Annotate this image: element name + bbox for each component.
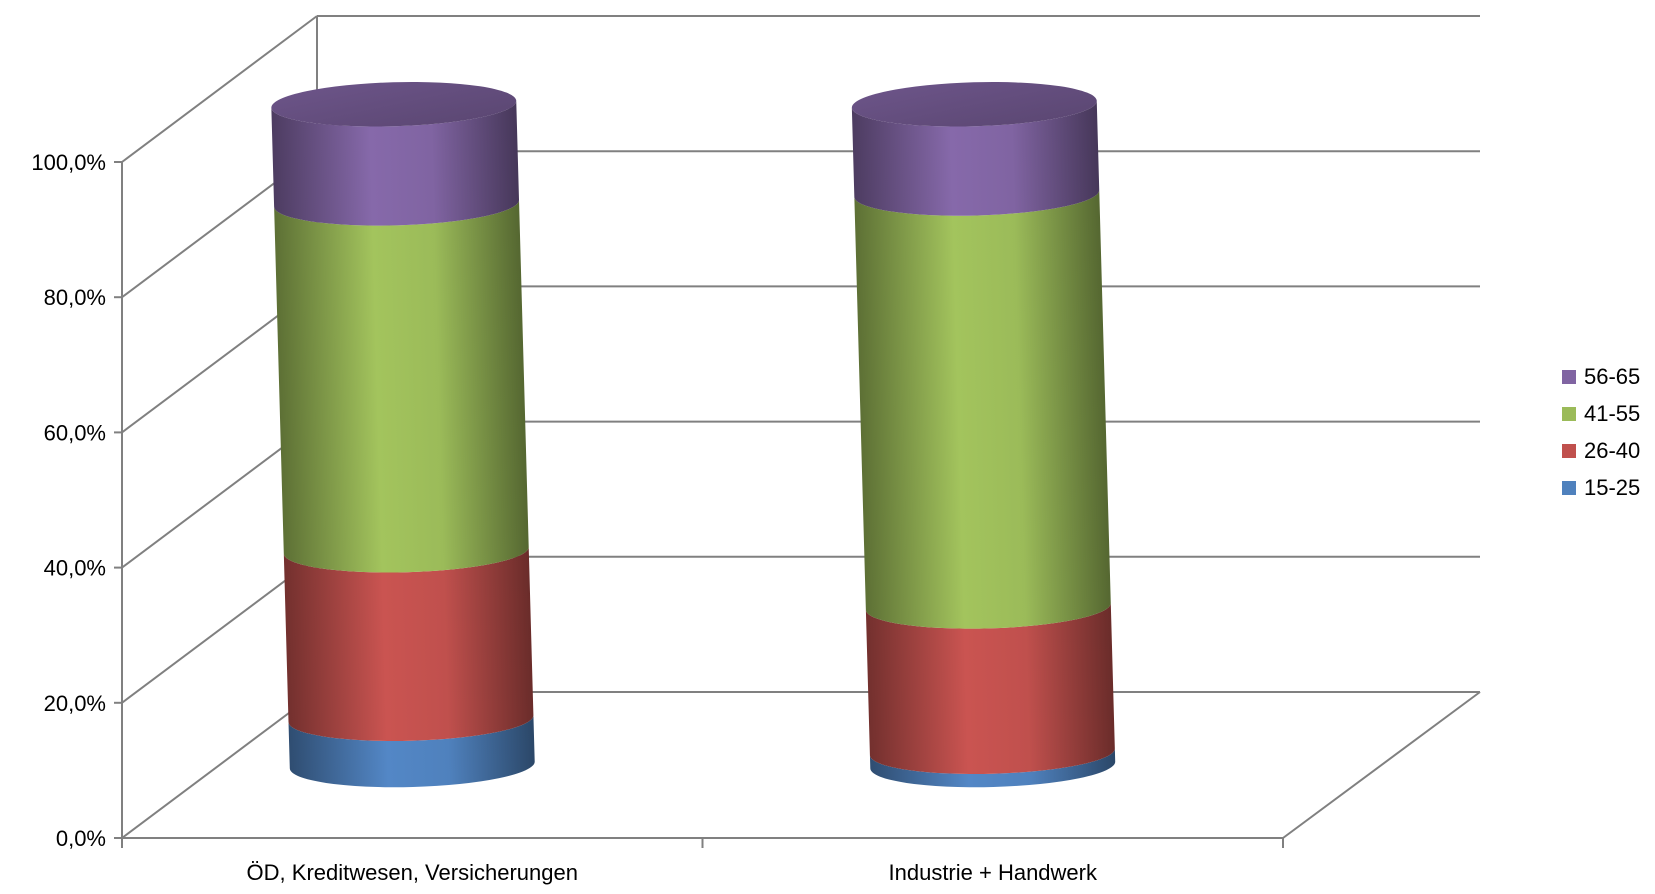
y-tick-label: 60,0% xyxy=(44,420,106,445)
gridline xyxy=(121,15,1480,163)
legend-label: 56-65 xyxy=(1584,364,1640,389)
cylinder-segment xyxy=(851,100,1100,216)
cylinders xyxy=(271,82,1116,788)
x-category-label: ÖD, Kreditwesen, Versicherungen xyxy=(247,860,578,885)
y-tick-label: 20,0% xyxy=(44,691,106,716)
cylinder-segment xyxy=(854,190,1111,629)
cylinder-top-cap xyxy=(271,82,517,127)
cylinder xyxy=(271,82,535,788)
legend-label: 41-55 xyxy=(1584,401,1640,426)
legend-swatch xyxy=(1562,370,1576,384)
legend-item: 15-25 xyxy=(1562,475,1640,500)
cylinder-segment xyxy=(869,748,1116,788)
legend: 56-65 41-55 26-40 15-25 xyxy=(1562,364,1640,500)
x-axis-category-labels: ÖD, Kreditwesen, Versicherungen Industrie… xyxy=(247,860,1098,885)
cylinder-segment xyxy=(274,199,529,573)
cylinder-top-cap xyxy=(851,82,1097,127)
cylinder xyxy=(851,82,1116,788)
legend-swatch xyxy=(1562,444,1576,458)
axes xyxy=(114,161,1481,848)
legend-label: 26-40 xyxy=(1584,438,1640,463)
legend-item: 26-40 xyxy=(1562,438,1640,463)
cylinder-segment xyxy=(283,546,534,742)
floor-right-edge xyxy=(1282,691,1481,839)
legend-item: 56-65 xyxy=(1562,364,1640,389)
y-tick-label: 40,0% xyxy=(44,556,106,581)
cylinder-segment xyxy=(288,715,535,788)
y-tick-label: 80,0% xyxy=(44,285,106,310)
x-category-label: Industrie + Handwerk xyxy=(889,860,1098,885)
y-axis-tick-labels: 0,0% 20,0% 40,0% 60,0% 80,0% 100,0% xyxy=(31,150,106,851)
cylinder-segment xyxy=(271,100,520,226)
legend-label: 15-25 xyxy=(1584,475,1640,500)
legend-item: 41-55 xyxy=(1562,401,1640,426)
cylinder-segment xyxy=(865,603,1115,775)
legend-swatch xyxy=(1562,481,1576,495)
y-tick-label: 100,0% xyxy=(31,150,106,175)
y-tick-label: 0,0% xyxy=(56,826,106,851)
legend-swatch xyxy=(1562,407,1576,421)
